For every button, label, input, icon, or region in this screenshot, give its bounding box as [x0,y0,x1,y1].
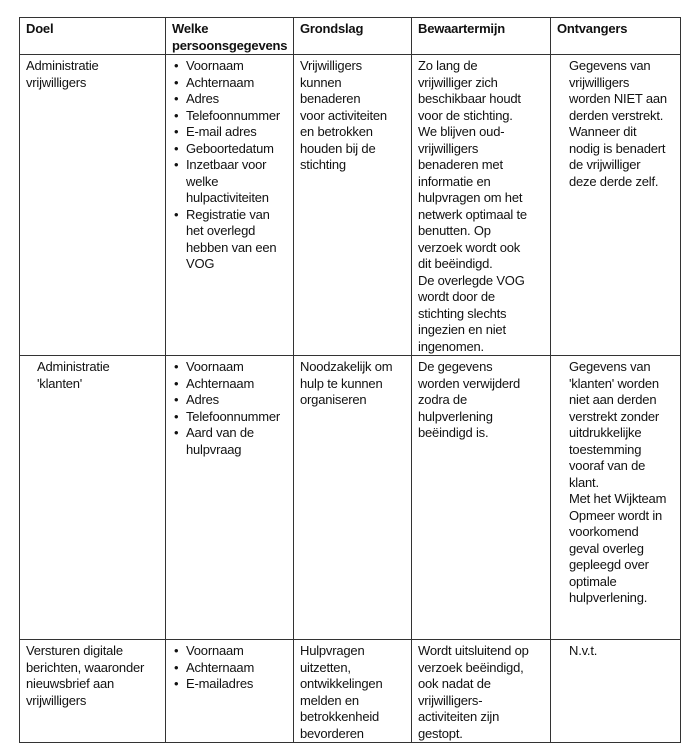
list-item: E-mail adres [174,124,287,141]
cell-grondslag: Hulpvragen uitzetten, ontwikkelingen mel… [293,639,412,743]
cell-grondslag: Noodzakelijk om hulp te kunnen organiser… [293,355,412,640]
cell-bewaartermijn: Zo lang de vrijwilliger zich beschikbaar… [411,54,551,356]
header-row: Doel Welke persoonsgegevens Grondslag Be… [19,17,681,55]
cell-gegevens: VoornaamAchternaamE-mailadres [165,639,294,743]
table-row: Versturen digitale berichten, waaronder … [19,639,681,743]
list-item: Registratie van het overlegd hebben van … [174,207,287,273]
header-grondslag: Grondslag [293,17,412,55]
list-item: Telefoonnummer [174,409,287,426]
gegevens-list: VoornaamAchternaamAdresTelefoonnummerAar… [172,359,287,458]
list-item: Inzetbaar voor welke hulpactiviteiten [174,157,287,207]
header-doel: Doel [19,17,166,55]
header-bewaartermijn: Bewaartermijn [411,17,551,55]
cell-doel: Administratie vrijwilligers [19,54,166,356]
list-item: Adres [174,392,287,409]
cell-bewaartermijn: De gegevens worden verwijderd zodra de h… [411,355,551,640]
list-item: Achternaam [174,660,287,677]
list-item: Adres [174,91,287,108]
gegevens-list: VoornaamAchternaamAdresTelefoonnummerE-m… [172,58,287,273]
cell-doel: Versturen digitale berichten, waaronder … [19,639,166,743]
table-row: Administratie 'klanten' VoornaamAchterna… [19,355,681,640]
list-item: Voornaam [174,58,287,75]
table-row: Administratie vrijwilligers VoornaamAcht… [19,54,681,356]
list-item: Voornaam [174,359,287,376]
gegevens-list: VoornaamAchternaamE-mailadres [172,643,287,693]
cell-ontvangers: Gegevens van vrijwilligers worden NIET a… [550,54,681,356]
cell-ontvangers: Gegevens van 'klanten' worden niet aan d… [550,355,681,640]
list-item: Aard van de hulpvraag [174,425,287,458]
list-item: Telefoonnummer [174,108,287,125]
list-item: E-mailadres [174,676,287,693]
list-item: Achternaam [174,75,287,92]
cell-bewaartermijn: Wordt uitsluitend op verzoek beëindigd, … [411,639,551,743]
cell-grondslag: Vrijwilligers kunnen benaderen voor acti… [293,54,412,356]
header-persoonsgegevens: Welke persoonsgegevens [165,17,294,55]
privacy-register-table: Doel Welke persoonsgegevens Grondslag Be… [19,17,681,743]
cell-gegevens: VoornaamAchternaamAdresTelefoonnummerAar… [165,355,294,640]
list-item: Geboortedatum [174,141,287,158]
cell-doel: Administratie 'klanten' [19,355,166,640]
cell-ontvangers: N.v.t. [550,639,681,743]
list-item: Achternaam [174,376,287,393]
header-ontvangers: Ontvangers [550,17,681,55]
list-item: Voornaam [174,643,287,660]
cell-gegevens: VoornaamAchternaamAdresTelefoonnummerE-m… [165,54,294,356]
